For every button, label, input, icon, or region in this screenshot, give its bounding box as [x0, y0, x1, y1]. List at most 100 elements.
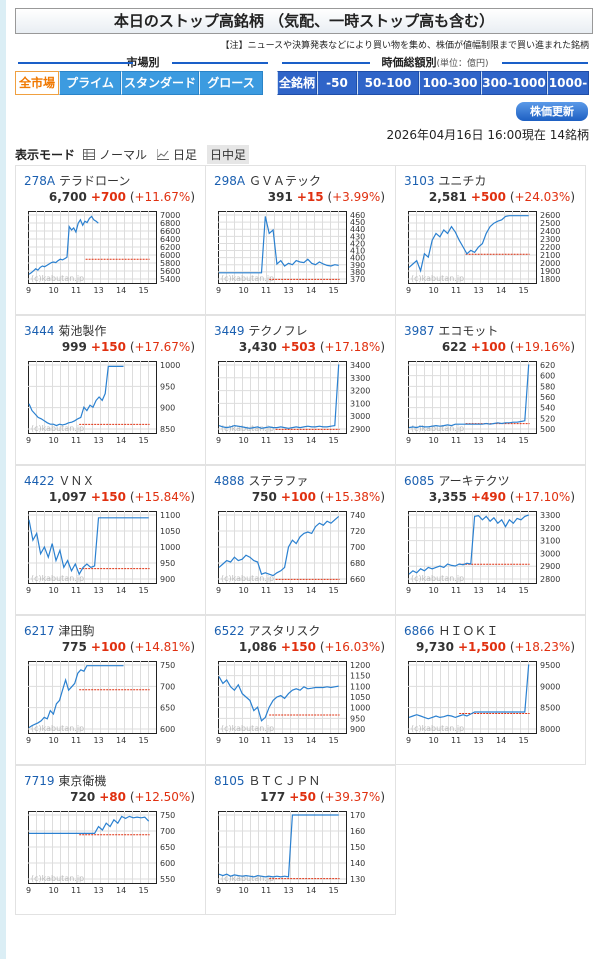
mode-daily[interactable]: 日足	[157, 146, 197, 163]
market-prime-button[interactable]: プライム	[59, 71, 121, 95]
cap-300-1000-button[interactable]: 300-1000	[481, 71, 547, 95]
stock-card[interactable]: 4422 ＶＮＸ 1,097 +150 (+15.84%) 1100 1050 1000 9…	[15, 465, 206, 615]
cap-over1000-button[interactable]: 1000-	[547, 71, 589, 95]
stock-code[interactable]: 7719	[24, 774, 55, 788]
stock-pct: +3.99%	[332, 190, 381, 204]
market-all-button[interactable]: 全市場	[15, 71, 59, 95]
stock-title[interactable]: 菊池製作	[58, 324, 107, 338]
stock-code[interactable]: 8105	[214, 774, 245, 788]
stock-card[interactable]: 6217 津田駒 775 +100 (+14.81%) 750 700 650 600 (c)…	[15, 615, 206, 765]
y-tick-label: 500	[540, 425, 555, 434]
stock-card[interactable]: 3103 ユニチカ 2,581 +500 (+24.03%) 2600 2500 2400…	[395, 165, 586, 315]
stock-title[interactable]: ＨＩＯＫＩ	[438, 624, 499, 638]
stock-title[interactable]: アスタリスク	[248, 624, 321, 638]
stock-code[interactable]: 298A	[214, 174, 246, 188]
stock-name[interactable]: 4888 ステラファ	[214, 472, 308, 489]
intraday-chart[interactable]: 750 700 650 600 550 (c)kabutan.jp9 10 11 13 14 15	[20, 809, 188, 894]
stock-code[interactable]: 3987	[404, 324, 435, 338]
stock-title[interactable]: ＶＮＸ	[58, 474, 95, 488]
stock-name[interactable]: 7719 東京衛機	[24, 772, 106, 789]
stock-card[interactable]: 298A ＧＶＡテック 391 +15 (+3.99%) 460 450 440 430 42…	[205, 165, 396, 315]
stock-code[interactable]: 6522	[214, 624, 245, 638]
stock-name[interactable]: 6085 アーキテクツ	[404, 472, 510, 489]
stock-code[interactable]: 6866	[404, 624, 435, 638]
stock-code[interactable]: 4422	[24, 474, 55, 488]
stock-name[interactable]: 3449 テクノフレ	[214, 322, 308, 339]
stock-title[interactable]: 東京衛機	[58, 774, 107, 788]
stock-code[interactable]: 3103	[404, 174, 435, 188]
intraday-chart[interactable]: 170 160 150 140 130 (c)kabutan.jp9 10 11 13 14 15	[210, 809, 378, 894]
intraday-chart[interactable]: 3300 3200 3100 3000 2900 2800 (c)kabutan.jp9 10…	[400, 509, 568, 594]
cap-all-button[interactable]: 全銘柄	[277, 71, 317, 95]
y-tick-label: 160	[350, 827, 365, 836]
intraday-chart[interactable]: 740 720 700 680 660 (c)kabutan.jp9 10 11 13 14 15	[210, 509, 378, 594]
stock-name[interactable]: 3987 エコモット	[404, 322, 498, 339]
stock-card[interactable]: 6866 ＨＩＯＫＩ 9,730 +1,500 (+18.23%) 9500 9000 8…	[395, 615, 586, 765]
stock-card[interactable]: 7719 東京衛機 720 +80 (+12.50%) 750 700 650 600 550…	[15, 765, 206, 915]
cap-50-100-button[interactable]: 50-100	[357, 71, 419, 95]
y-tick-label: 600	[540, 372, 555, 381]
stock-name[interactable]: 6522 アスタリスク	[214, 622, 320, 639]
mode-normal[interactable]: ノーマル	[83, 146, 147, 163]
stock-title[interactable]: ＢＴＣＪＰＮ	[248, 774, 321, 788]
stock-title[interactable]: ＧＶＡテック	[248, 174, 321, 188]
stock-code[interactable]: 278A	[24, 174, 56, 188]
stock-title[interactable]: エコモット	[438, 324, 499, 338]
price-update-button[interactable]: 株価更新	[516, 102, 588, 121]
stock-card[interactable]: 6085 アーキテクツ 3,355 +490 (+17.10%) 3300 3200 31…	[395, 465, 586, 615]
stock-name[interactable]: 3103 ユニチカ	[404, 172, 486, 189]
stock-title[interactable]: アーキテクツ	[438, 474, 510, 488]
mode-intraday[interactable]: 日中足	[207, 144, 250, 164]
stock-code[interactable]: 3449	[214, 324, 245, 338]
stock-code[interactable]: 6085	[404, 474, 435, 488]
cap-under50-button[interactable]: -50	[317, 71, 357, 95]
stock-code[interactable]: 4888	[214, 474, 245, 488]
stock-name[interactable]: 278A テラドローン	[24, 172, 130, 189]
watermark: (c)kabutan.jp	[221, 724, 274, 733]
stock-name[interactable]: 3444 菊池製作	[24, 322, 106, 339]
stock-name[interactable]: 8105 ＢＴＣＪＰＮ	[214, 772, 320, 789]
stock-card[interactable]: 8105 ＢＴＣＪＰＮ 177 +50 (+39.37%) 170 160 150 140 1…	[205, 765, 396, 915]
watermark: (c)kabutan.jp	[31, 574, 84, 583]
stock-change: +15	[296, 190, 324, 204]
cap-100-300-button[interactable]: 100-300	[419, 71, 481, 95]
stock-pct: +14.81%	[134, 640, 191, 654]
stock-card[interactable]: 4888 ステラファ 750 +100 (+15.38%) 740 720 700 680 6…	[205, 465, 396, 615]
stock-card[interactable]: 6522 アスタリスク 1,086 +150 (+16.03%) 1200 1150 11…	[205, 615, 396, 765]
intraday-chart[interactable]: 3400 3300 3200 3100 3000 2900 (c)kabutan.jp9 10…	[210, 359, 378, 444]
stock-name[interactable]: 4422 ＶＮＸ	[24, 472, 94, 489]
x-tick-label: 13	[284, 736, 294, 744]
y-tick-label: 900	[160, 404, 175, 413]
stock-name[interactable]: 6217 津田駒	[24, 622, 94, 639]
stock-card[interactable]: 3449 テクノフレ 3,430 +503 (+17.18%) 3400 3300 320…	[205, 315, 396, 465]
y-tick-label: 3400	[350, 361, 370, 370]
intraday-chart[interactable]: 1000 950 900 850 (c)kabutan.jp9 10 11 13 14 15	[20, 359, 188, 444]
y-tick-label: 430	[350, 232, 365, 241]
stock-card[interactable]: 3987 エコモット 622 +100 (+19.16%) 620 600 580 560 5…	[395, 315, 586, 465]
intraday-chart[interactable]: 1100 1050 1000 950 900 (c)kabutan.jp9 10 11 13 14…	[20, 509, 188, 594]
stock-title[interactable]: ステラファ	[248, 474, 309, 488]
stock-title[interactable]: ユニチカ	[438, 174, 487, 188]
y-tick-label: 2000	[540, 259, 560, 268]
market-standard-button[interactable]: スタンダード	[121, 71, 199, 95]
intraday-chart[interactable]: 750 700 650 600 (c)kabutan.jp9 10 11 13 14 15	[20, 659, 188, 744]
stock-code[interactable]: 3444	[24, 324, 55, 338]
intraday-chart[interactable]: 9500 9000 8500 8000 (c)kabutan.jp9 10 11 13 14 15	[400, 659, 568, 744]
stock-card[interactable]: 278A テラドローン 6,700 +700 (+11.67%) 7000 6800 66…	[15, 165, 206, 315]
stock-name[interactable]: 6866 ＨＩＯＫＩ	[404, 622, 498, 639]
market-growth-button[interactable]: グロース	[199, 71, 263, 95]
stock-card[interactable]: 3444 菊池製作 999 +150 (+17.67%) 1000 950 900 850(…	[15, 315, 206, 465]
x-tick-label: 13	[94, 436, 104, 444]
stock-title[interactable]: テクノフレ	[248, 324, 308, 338]
stock-title[interactable]: 津田駒	[58, 624, 95, 638]
x-tick-label: 15	[329, 586, 339, 594]
x-tick-label: 14	[496, 436, 506, 444]
stock-title[interactable]: テラドローン	[58, 174, 131, 188]
stock-name[interactable]: 298A ＧＶＡテック	[214, 172, 321, 189]
stock-code[interactable]: 6217	[24, 624, 55, 638]
